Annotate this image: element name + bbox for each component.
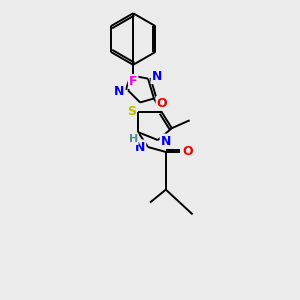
Text: N: N: [135, 140, 145, 154]
Text: N: N: [152, 70, 162, 83]
Text: S: S: [127, 105, 136, 118]
Text: O: O: [182, 146, 193, 158]
Text: H: H: [128, 134, 138, 144]
Text: N: N: [114, 85, 124, 98]
Text: N: N: [161, 135, 171, 148]
Text: F: F: [129, 75, 137, 88]
Text: O: O: [157, 97, 167, 110]
